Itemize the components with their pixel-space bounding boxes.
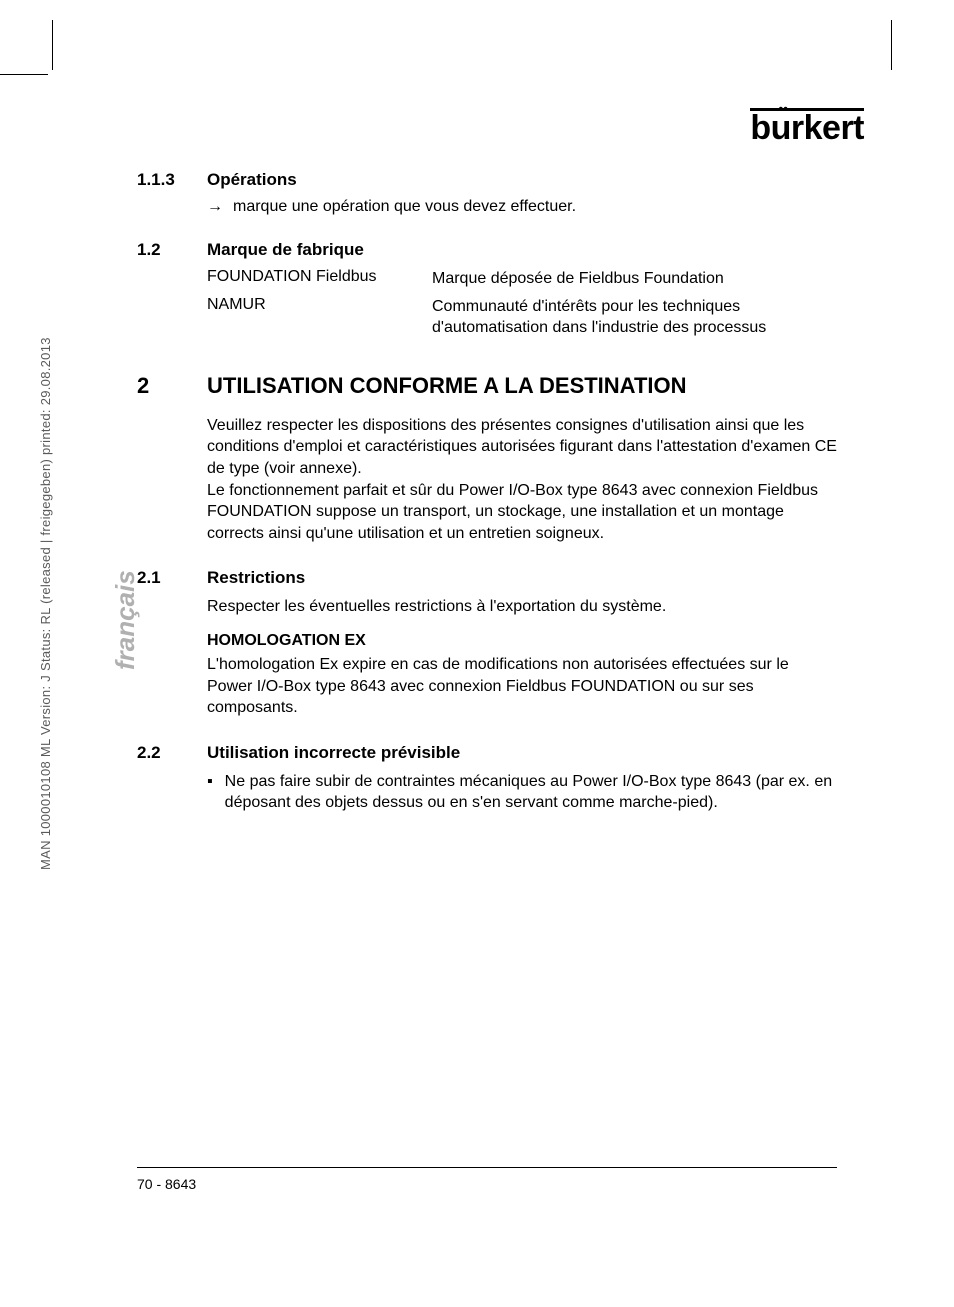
section-title: Marque de fabrique [207,240,364,260]
trademark-row: NAMUR Communauté d'intérêts pour les tec… [207,296,837,339]
section-title: Opérations [207,170,297,190]
section-body: Respecter les éventuelles restrictions à… [207,596,837,618]
section-2-2: 2.2 Utilisation incorrecte prévisible ▪ … [137,743,837,814]
trademark-definition: Communauté d'intérêts pour les technique… [432,296,837,339]
section-1-2: 1.2 Marque de fabrique FOUNDATION Fieldb… [137,240,837,339]
section-number: 2 [137,373,207,399]
arrow-icon: → [207,198,223,216]
section-title: Utilisation incorrecte prévisible [207,743,460,763]
trademark-row: FOUNDATION Fieldbus Marque déposée de Fi… [207,268,837,290]
section-title: UTILISATION CONFORME A LA DESTINATION [207,373,687,399]
section-body: Veuillez respecter les dispositions des … [207,415,837,545]
sub-heading: HOMOLOGATION EX [207,632,837,650]
section-number: 1.2 [137,240,207,260]
footer-text: 70 - 8643 [137,1176,196,1192]
section-title: Restrictions [207,568,305,588]
operation-text: marque une opération que vous devez effe… [233,198,576,216]
trademark-term: FOUNDATION Fieldbus [207,268,432,290]
section-number: 2.1 [137,568,207,588]
section-sub-body: L'homologation Ex expire en cas de modif… [207,654,837,719]
trademark-term: NAMUR [207,296,432,339]
crop-mark-horizontal [0,74,48,75]
trademark-table: FOUNDATION Fieldbus Marque déposée de Fi… [207,268,837,339]
section-number: 2.2 [137,743,207,763]
section-number: 1.1.3 [137,170,207,190]
section-2-1: 2.1 Restrictions Respecter les éventuell… [137,568,837,718]
section-2: 2 UTILISATION CONFORME A LA DESTINATION … [137,373,837,545]
brand-logo: • • burkert [750,100,864,145]
section-1-1-3: 1.1.3 Opérations → marque une opération … [137,170,837,216]
bullet-text: Ne pas faire subir de contraintes mécani… [225,771,837,814]
crop-mark-vertical [52,20,53,70]
logo-text: burkert [750,108,864,145]
page-content: 1.1.3 Opérations → marque une opération … [137,170,837,834]
document-meta-vertical: MAN 1000010108 ML Version: J Status: RL … [38,337,53,870]
page-footer: 70 - 8643 [137,1167,837,1192]
crop-mark-vertical-right [891,20,892,70]
trademark-definition: Marque déposée de Fieldbus Foundation [432,268,724,290]
bullet-icon: ▪ [207,771,213,814]
